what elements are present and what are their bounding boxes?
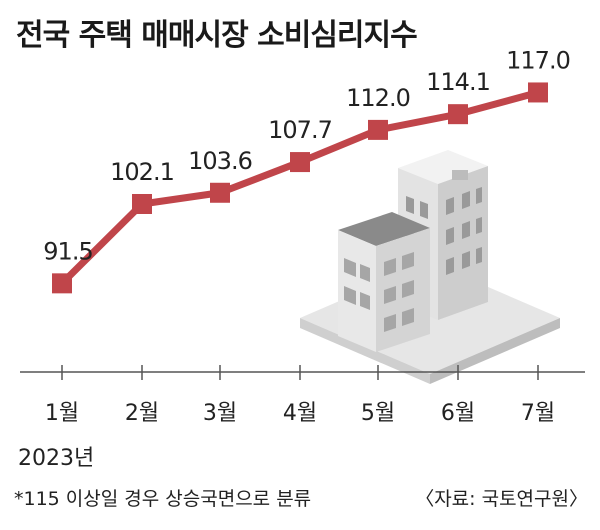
series-group [52, 82, 548, 294]
ground-slab-right [430, 318, 560, 384]
data-point [132, 193, 152, 214]
data-point [528, 82, 548, 103]
x-tick-label: 1월 [45, 401, 79, 426]
data-label: 102.1 [110, 158, 174, 186]
data-label: 112.0 [346, 84, 410, 112]
x-axis-ticks [61, 365, 539, 380]
data-point [52, 273, 72, 294]
ground-slab-left [300, 318, 430, 384]
year-label: 2023년 [18, 446, 95, 471]
data-label: 107.7 [268, 116, 332, 144]
x-tick-label: 7월 [521, 401, 555, 426]
x-tick-label: 4월 [283, 401, 317, 426]
low-building-windows [344, 252, 414, 332]
tower-roof [398, 150, 488, 184]
tower-roof-box [452, 170, 468, 180]
data-label: 117.0 [506, 46, 570, 74]
source-note: 〈자료: 국토연구원〉 [415, 488, 588, 510]
data-point [448, 104, 468, 125]
x-tick-label: 2월 [125, 401, 159, 426]
data-label: 91.5 [43, 237, 92, 265]
x-tick-label: 6월 [441, 401, 475, 426]
x-tick-label: 3월 [203, 401, 237, 426]
data-point [290, 152, 310, 173]
data-point [368, 119, 388, 140]
x-tick-label: 5월 [361, 401, 395, 426]
data-point [210, 182, 230, 203]
low-building-left-face [338, 230, 376, 352]
x-axis-tick-labels: 1월 2월 3월 4월 5월 6월 7월 [45, 401, 555, 426]
chart-title: 전국 주택 매매시장 소비심리지수 [16, 18, 418, 53]
footnote: *115 이상일 경우 상승국면으로 분류 [14, 488, 312, 510]
data-label: 114.1 [426, 68, 490, 96]
building-illustration [300, 150, 560, 384]
data-labels: 91.5 102.1 103.6 107.7 112.0 114.1 117.0 [43, 46, 571, 265]
data-label: 103.6 [188, 147, 252, 175]
low-building-roof [338, 212, 430, 246]
